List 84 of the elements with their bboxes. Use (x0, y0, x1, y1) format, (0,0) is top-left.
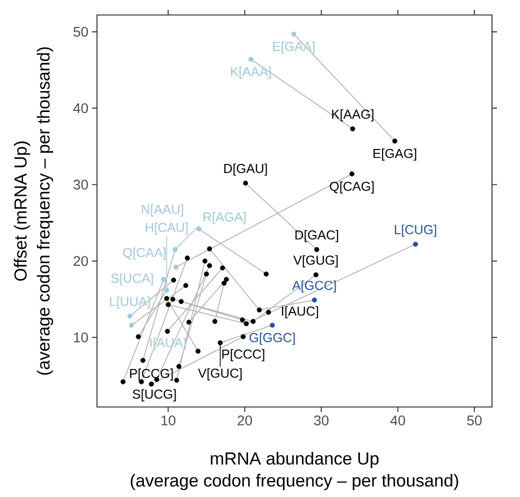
y-tick-label: 50 (74, 26, 88, 37)
point (349, 171, 354, 176)
point (250, 318, 256, 324)
point (220, 265, 226, 270)
point (218, 340, 223, 346)
point (136, 334, 141, 340)
y-tick-label: 10 (74, 332, 88, 342)
annotation: D[GAU] (224, 164, 267, 176)
point (412, 242, 418, 247)
point (164, 328, 170, 334)
text: (average codon frequency – per thousand) (130, 474, 458, 490)
x-tick-label: 10 (161, 416, 176, 426)
annotation: D[GAC] (295, 230, 338, 242)
y-tick-label: 40 (73, 103, 88, 114)
x-tick-label: 20 (238, 416, 252, 426)
annotation: S[UCA] (111, 273, 153, 286)
point (176, 364, 182, 369)
y-axis-title: Offset (mRNA Up) (14, 142, 30, 281)
annotation: Q[CAA] (123, 248, 166, 260)
point (240, 317, 245, 322)
annotation: K[AAA] (231, 66, 271, 79)
point (207, 246, 212, 252)
point (196, 226, 202, 232)
point (350, 126, 356, 132)
point (140, 358, 146, 363)
point (240, 334, 246, 340)
annotation: N[AAU] (142, 204, 184, 216)
annotation: R[AGA] (204, 212, 246, 224)
point (266, 310, 271, 315)
point (171, 278, 176, 283)
point (128, 322, 134, 328)
annotation: H[CAU] (146, 222, 188, 235)
point (291, 32, 296, 37)
x-tick-label: 30 (314, 416, 329, 426)
point (170, 296, 176, 302)
annotation: E[GAG] (374, 148, 416, 161)
point (207, 263, 212, 268)
x-tick-label: 40 (390, 416, 406, 426)
point (270, 322, 275, 328)
y-tick-label: 30 (73, 180, 88, 190)
point (264, 272, 269, 277)
point (174, 378, 180, 383)
point (212, 318, 218, 324)
point (173, 264, 178, 270)
point (222, 280, 227, 286)
annotation: I[AUC] (282, 306, 318, 318)
annotation: K[AAG] (332, 109, 374, 122)
point (313, 272, 318, 278)
point (148, 382, 154, 387)
annotation: P[CCC] (222, 349, 264, 362)
point (184, 256, 190, 260)
annotation: V[GUG] (293, 255, 338, 268)
point (196, 348, 201, 354)
point (178, 299, 184, 304)
x-tick-label: 50 (467, 416, 482, 426)
point (161, 276, 166, 282)
point (164, 288, 170, 293)
point (244, 321, 249, 326)
point (186, 320, 192, 325)
annotation: L[CUG] (394, 224, 436, 237)
annotation: A[GCC] (292, 280, 336, 293)
annotation: G[GGC] (250, 332, 295, 345)
y-tick-label: 20 (74, 256, 88, 266)
annotation: V[GUC] (198, 368, 242, 380)
annotation: P[CCG] (130, 368, 173, 381)
point (166, 302, 171, 308)
point (204, 272, 209, 277)
annotation: Q[CAG] (330, 181, 374, 194)
point (256, 307, 262, 312)
point (172, 247, 178, 252)
point (202, 258, 208, 264)
point (312, 298, 317, 303)
point (392, 138, 398, 144)
point (224, 276, 229, 282)
point (120, 379, 126, 384)
point (248, 56, 254, 62)
text: (average codon frequency – per thousand) (36, 47, 54, 375)
annotation: S[UCG] (132, 389, 176, 402)
point (183, 283, 188, 288)
point (243, 180, 248, 186)
point (127, 314, 132, 319)
x-axis-title: mRNA abundance Up (210, 452, 379, 468)
point (164, 296, 170, 301)
point (314, 247, 320, 252)
